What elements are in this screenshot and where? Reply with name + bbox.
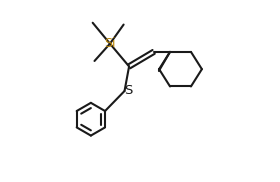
Text: S: S bbox=[124, 84, 133, 97]
Text: Si: Si bbox=[104, 37, 116, 50]
